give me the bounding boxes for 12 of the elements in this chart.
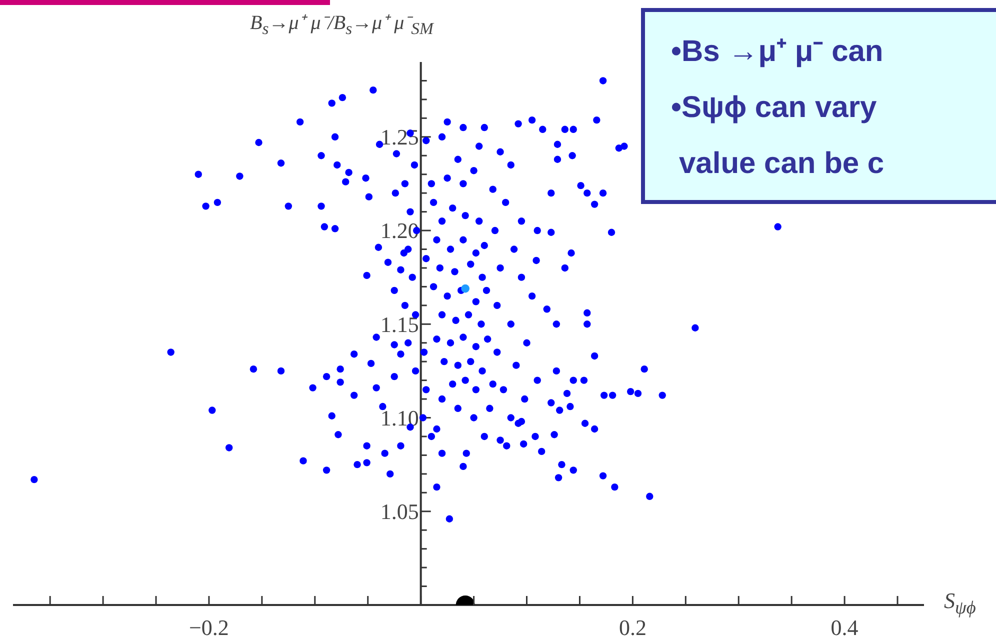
y-tick-label: 1.10 [380,405,419,430]
callout-box: •Bs →μ⁺ μ⁻ can •Sψϕ can vary value can be c [641,8,996,204]
y-tick-label: 1.05 [380,499,419,524]
annotation: •Bs →μ⁺ μ⁻ can [671,34,884,70]
x-tick-label: 0.4 [830,615,858,640]
x-axis-title: S$_{ψϕ}$ [944,588,976,618]
annotation: •Sψϕ can vary [671,90,878,126]
annotation: value can be c [678,146,886,182]
x-tick-label: 0.2 [618,615,646,640]
y-tick-label: 1.15 [380,312,419,337]
y-axis-title: B$_{s}$→μ⁺ μ⁻/B$_{s}$→μ⁺ μ⁻$_{SM}$ [250,11,434,39]
x-tick-label: −0.2 [189,615,229,640]
